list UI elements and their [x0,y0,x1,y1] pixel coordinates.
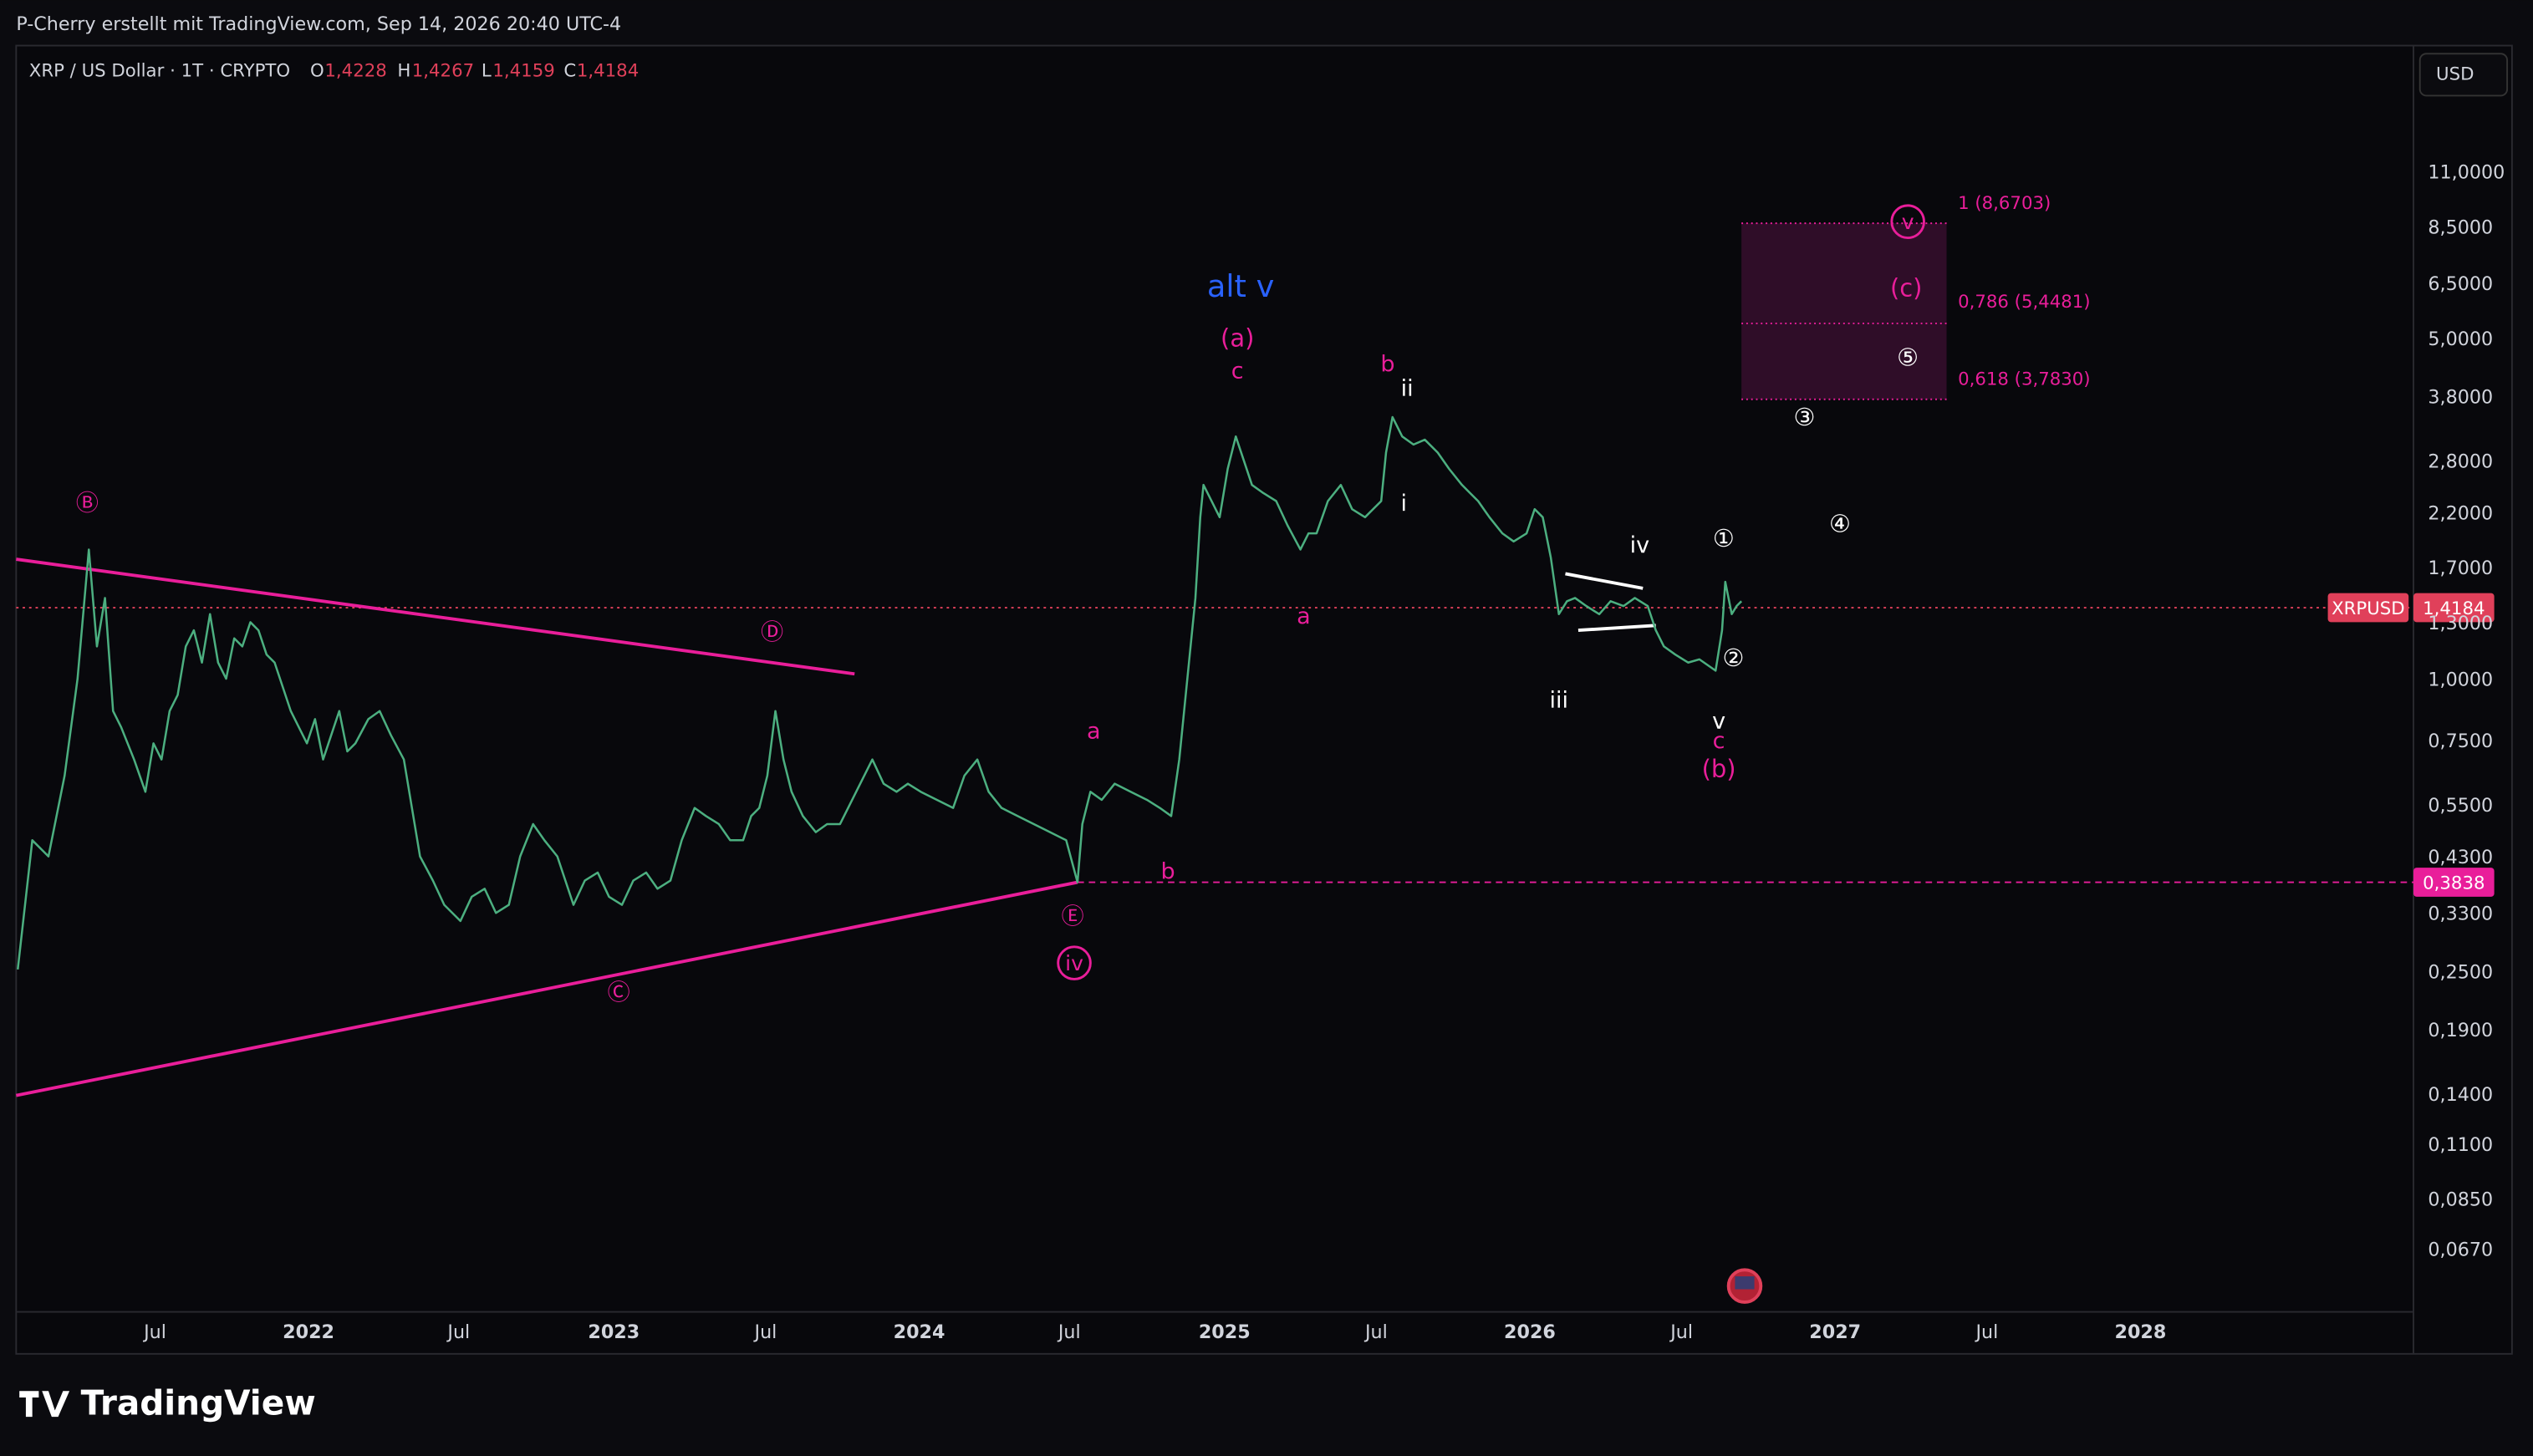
wave-label: Ⓓ [761,619,783,645]
price-tag [2413,593,2495,623]
fib-label: 1 (8,6703) [1958,193,2051,214]
time-label: 2024 [894,1321,945,1343]
currency-label: USD [2436,64,2474,84]
wave-label: ii [1401,376,1414,402]
wave-label: i [1400,491,1407,517]
currency-button[interactable] [2418,53,2509,97]
wave-label: (c) [1890,273,1923,302]
wave-label: v [1902,210,1914,234]
price-label: 0,1900 [2428,1020,2493,1041]
symbol-tag-label: XRPUSD [2332,598,2405,619]
time-label: 2028 [2115,1321,2167,1343]
ohlc-value: 1,4228 [324,60,386,81]
price-label: 6,5000 [2428,273,2493,295]
price-label: 1,7000 [2428,557,2493,579]
brand-logo [19,1391,70,1418]
wave-label: a [1087,718,1101,744]
wave-label: b [1380,352,1394,378]
ohlc-value: 1,4159 [492,60,554,81]
time-label: Jul [753,1321,777,1343]
price-label: 11,0000 [2428,162,2505,184]
ohlc-label: L [482,60,492,81]
time-label: 2027 [1809,1321,1861,1343]
price-label: 1,0000 [2428,669,2493,690]
ohlc-label: C [563,60,576,81]
time-label: Jul [1669,1321,1693,1343]
price-label: 0,3300 [2428,904,2493,925]
wave-label: ④ [1829,509,1851,537]
wave-label: ⑤ [1897,343,1919,371]
time-label: 2025 [1199,1321,1251,1343]
price-label: 0,2500 [2428,961,2493,983]
time-label: Jul [1057,1321,1081,1343]
price-label: 8,5000 [2428,216,2493,238]
wave-label: c [1231,358,1244,384]
price-label: 0,1100 [2428,1134,2493,1156]
last-price-label: 1,4184 [2423,598,2485,619]
time-label: Jul [142,1321,166,1343]
wave-label: v [1712,709,1725,735]
time-label: 2022 [283,1321,334,1343]
brand-name: TradingView [81,1383,316,1423]
time-label: Jul [1974,1321,1998,1343]
chart-frame [15,44,2513,1355]
wave-label: c [1713,728,1725,754]
price-label: 0,4300 [2428,847,2493,868]
ohlc-value: 1,4267 [412,60,474,81]
ohlc-value: 1,4184 [577,60,639,81]
header-title: P-Cherry erstellt mit TradingView.com, S… [16,13,621,35]
fib-zone [1741,223,1947,400]
symbol-name: XRP / US Dollar · 1T · CRYPTO [29,60,290,81]
trendline [16,557,855,676]
wave-label: ③ [1793,403,1815,431]
level-price-label: 0,3838 [2423,873,2485,893]
price-label: 0,5500 [2428,795,2493,817]
triangle-line [1577,624,1656,633]
wave-label: ① [1713,524,1735,552]
event-flag-icon [1735,1276,1755,1290]
wave-circle [1057,945,1092,980]
time-label: Jul [1363,1321,1388,1343]
wave-label: Ⓑ [76,491,99,517]
wave-label: ② [1722,644,1744,672]
price-label: 1,3000 [2428,613,2493,634]
ohlc-label: H [397,60,410,81]
wave-label: b [1161,858,1175,884]
wave-circle [1890,204,1925,239]
price-path [17,415,1743,970]
wave-label: a [1297,603,1311,629]
price-label: 0,0850 [2428,1189,2493,1211]
symbol-tag [2327,593,2409,623]
price-label: 2,2000 [2428,502,2493,524]
wave-label: (b) [1702,755,1736,783]
price-label: 0,1400 [2428,1084,2493,1106]
price-label: 0,0670 [2428,1240,2493,1261]
price-label: 5,0000 [2428,328,2493,350]
triangle-line [1565,572,1644,590]
ohlc-label: O [310,60,324,81]
time-label: Jul [446,1321,470,1343]
price-label: 0,7500 [2428,731,2493,752]
fib-label: 0,786 (5,4481) [1958,292,2091,313]
wave-label: Ⓔ [1062,904,1084,930]
fib-label: 0,618 (3,7830) [1958,369,2091,390]
price-tag [2413,868,2495,897]
wave-label: Ⓒ [608,980,630,1005]
trendline [15,880,1078,1097]
wave-label: iii [1549,688,1568,714]
wave-label: (a) [1221,323,1254,352]
wave-label: iv [1065,951,1083,975]
price-label: 3,8000 [2428,386,2493,408]
time-label: 2023 [588,1321,640,1343]
wave-label: iv [1630,532,1650,558]
price-label: 2,8000 [2428,451,2493,473]
time-label: 2026 [1504,1321,1556,1343]
wave-label: alt v [1207,268,1274,304]
